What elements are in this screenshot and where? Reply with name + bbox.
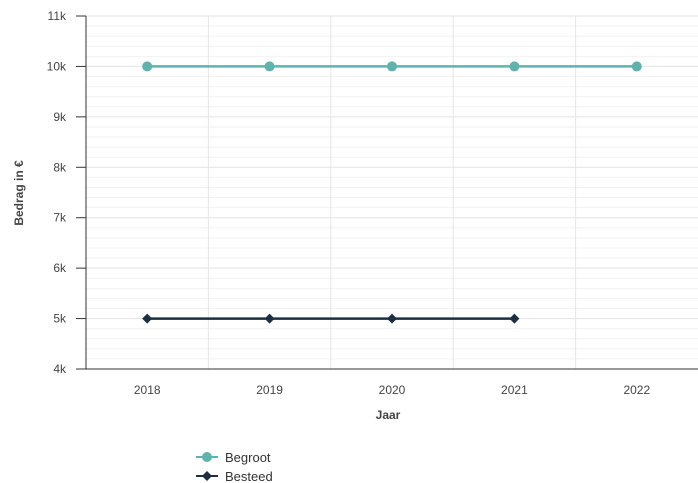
legend-label: Besteed	[225, 469, 273, 483]
y-tick-label: 11k	[48, 9, 67, 23]
data-point	[142, 313, 153, 324]
vertical-grid	[207, 16, 577, 369]
series-layer	[142, 61, 642, 324]
data-point	[509, 313, 520, 324]
axes	[85, 16, 698, 370]
legend-marker	[202, 452, 212, 462]
legend-item-begroot: Begroot	[196, 450, 271, 465]
y-tick-label: 4k	[53, 362, 67, 376]
x-tick-label: 2020	[379, 383, 406, 397]
data-point	[264, 313, 275, 324]
data-point	[387, 61, 397, 72]
x-axis-title: Jaar	[376, 408, 401, 422]
y-tick-label: 7k	[53, 211, 67, 225]
data-point	[509, 61, 520, 72]
y-tick-label: 10k	[47, 59, 67, 73]
legend-item-besteed: Besteed	[196, 469, 273, 483]
y-axis-title: Bedrag in €	[12, 160, 26, 226]
x-tick-label: 2022	[623, 383, 650, 397]
minor-grid	[86, 25, 698, 360]
x-tick-label: 2018	[134, 383, 161, 397]
data-point	[387, 313, 397, 324]
y-tick-label: 5k	[53, 312, 67, 326]
x-tick-label: 2019	[256, 383, 283, 397]
series-besteed	[142, 313, 520, 324]
y-tick-label: 9k	[53, 110, 67, 124]
data-point	[142, 61, 153, 72]
x-tick-label: 2021	[501, 383, 528, 397]
legend: Begroot Besteed	[196, 450, 273, 483]
series-begroot	[142, 61, 642, 72]
data-point	[264, 61, 275, 72]
legend-marker	[202, 471, 212, 481]
y-tick-label: 8k	[53, 160, 67, 174]
y-tick-label: 6k	[53, 261, 67, 275]
data-point	[631, 61, 642, 72]
y-axis-ticks: 4k 5k 6k 7k 8k 9k 10k 11k	[47, 9, 86, 376]
x-axis-ticks: 2018 2019 2020 2021 2022	[134, 383, 651, 397]
legend-label: Begroot	[225, 450, 271, 465]
